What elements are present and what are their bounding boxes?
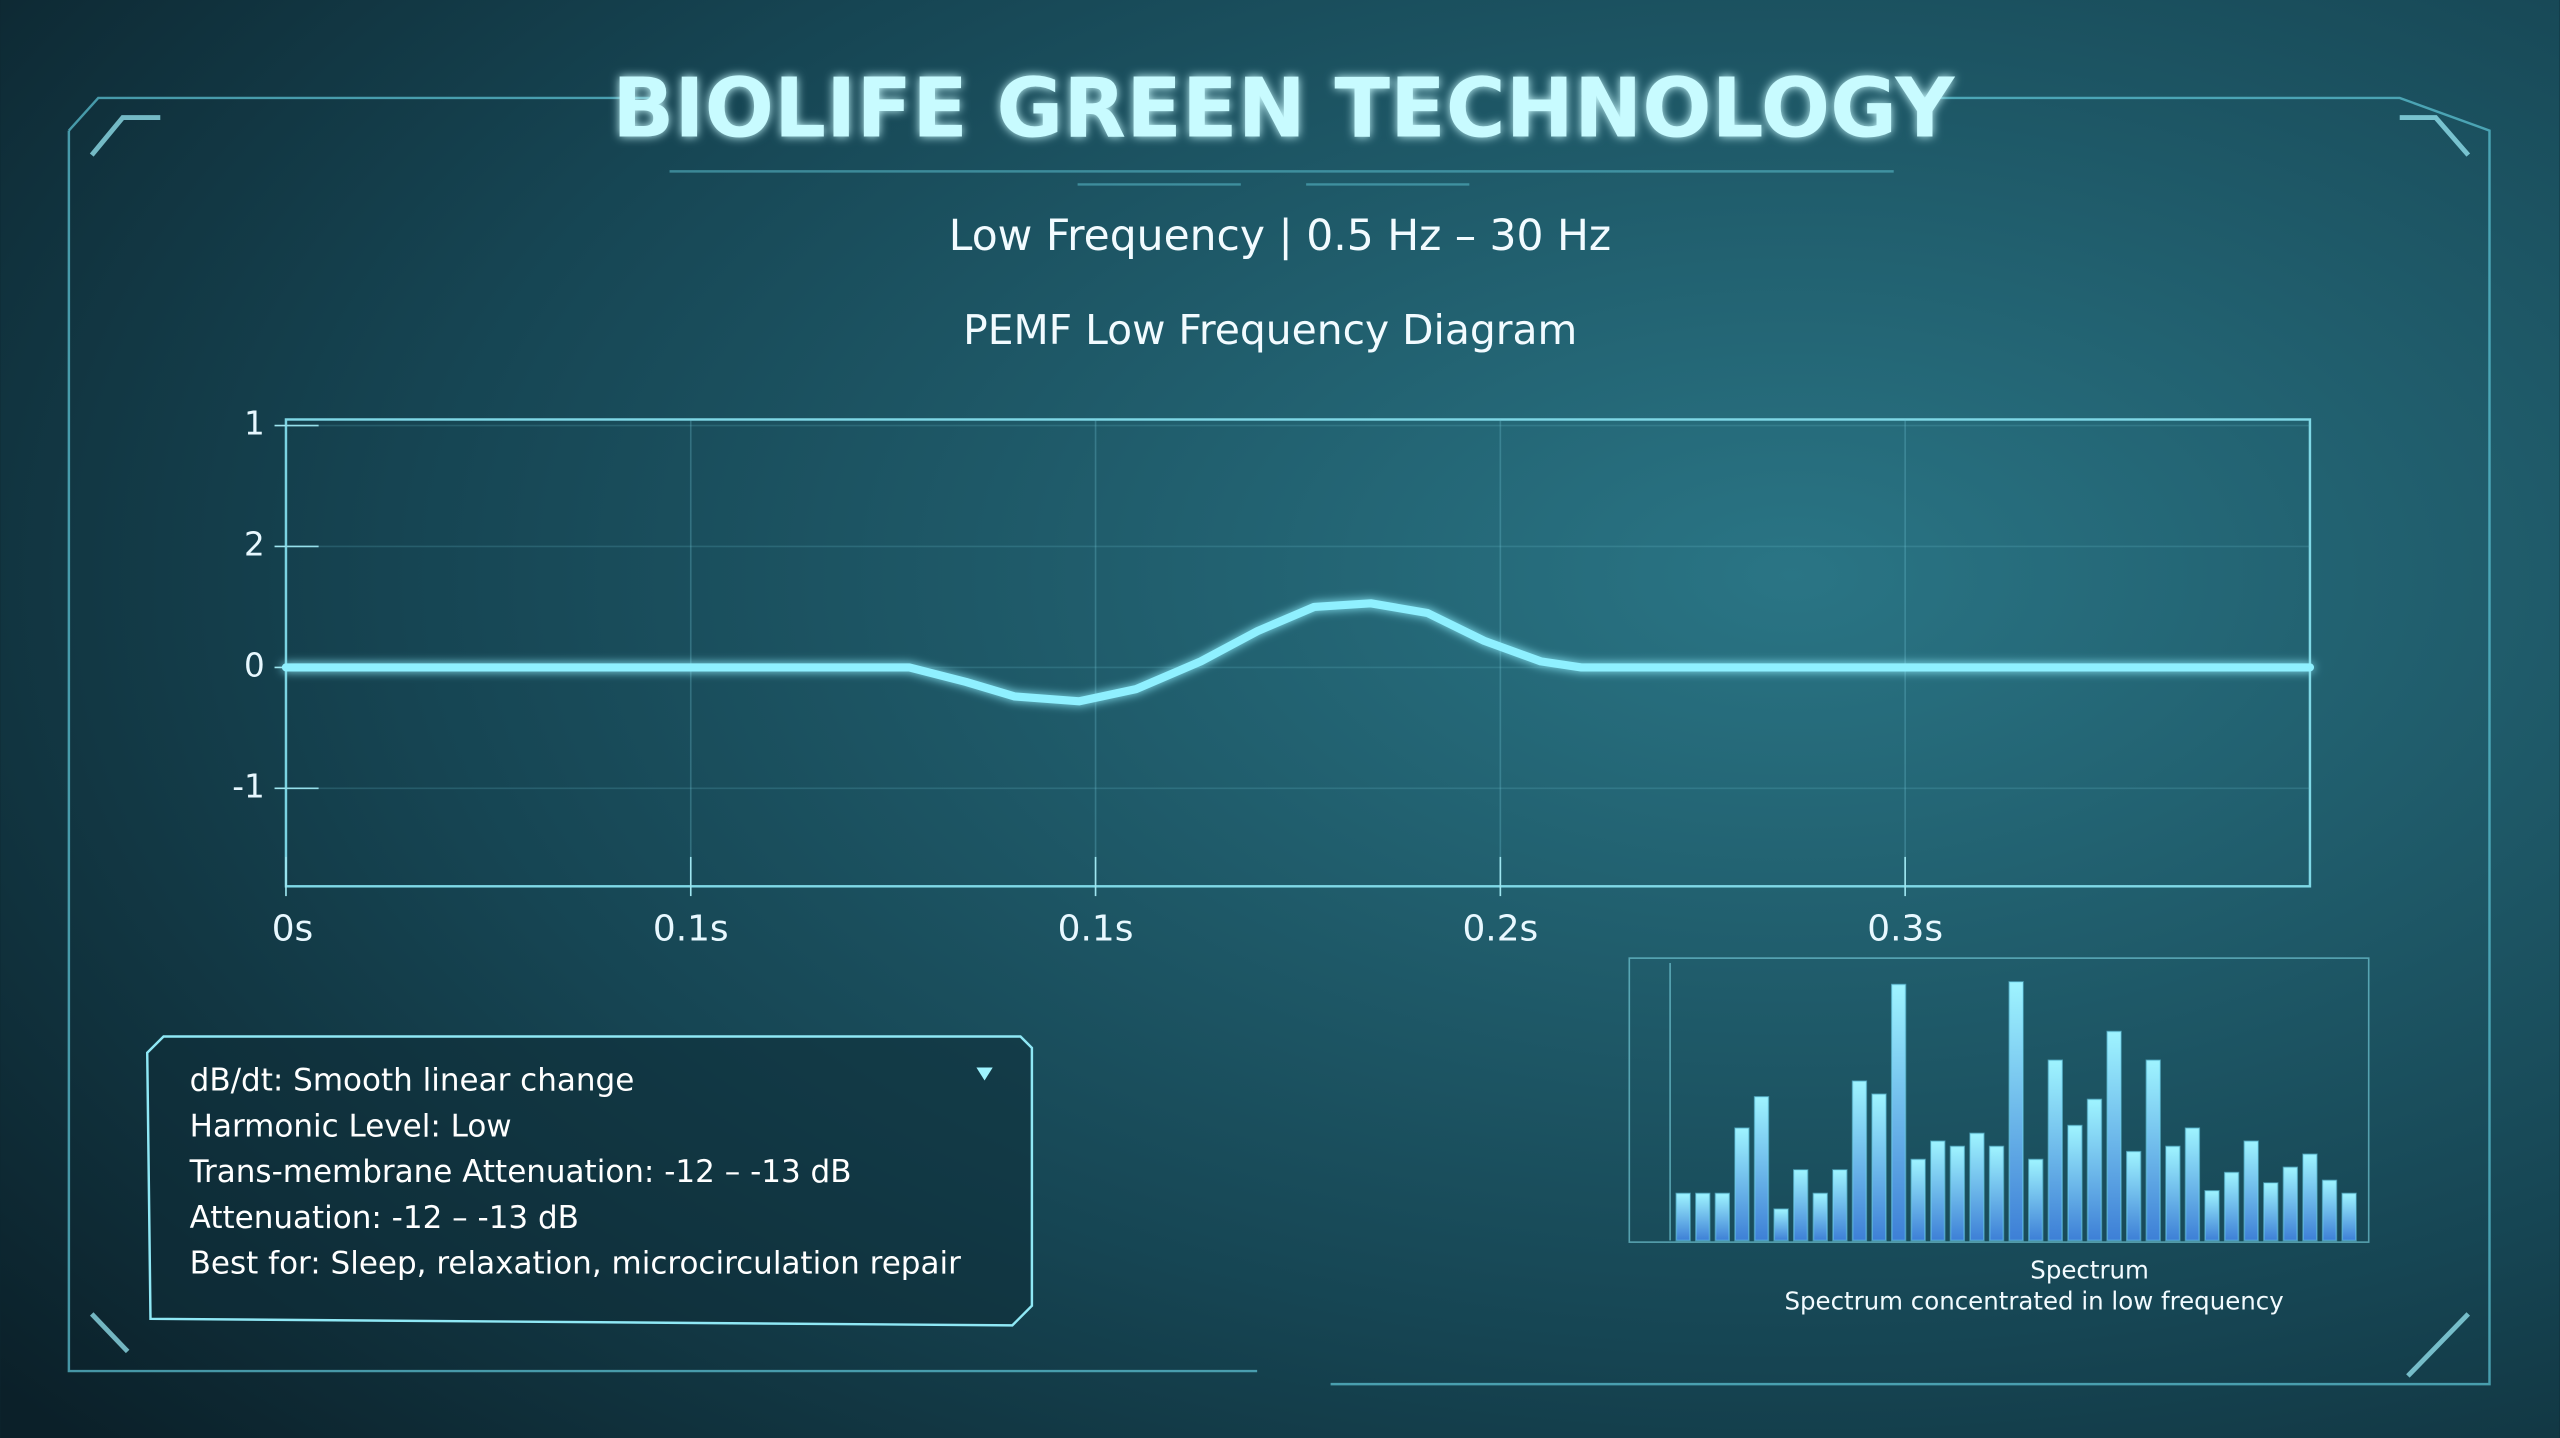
dropdown-arrow[interactable] xyxy=(976,1067,993,1081)
chart-title: PEMF Low Frequency Diagram xyxy=(963,306,1577,354)
y-tick-label: 2 xyxy=(244,525,265,563)
bar xyxy=(1793,1169,1809,1242)
subtitle: Low Frequency | 0.5 Hz – 30 Hz xyxy=(949,212,1611,261)
x-tick-label: 0.1s xyxy=(653,908,729,949)
bar xyxy=(1910,1158,1926,1242)
bar xyxy=(2125,1150,2142,1242)
bar xyxy=(2341,1192,2357,1242)
y-tick-label: 0 xyxy=(244,646,265,684)
bar xyxy=(2047,1059,2063,1242)
bar xyxy=(1832,1169,1848,1242)
y-tick-label: -1 xyxy=(232,767,265,805)
info-line: Trans-membrane Attenuation: -12 – -13 dB xyxy=(189,1154,852,1190)
bar xyxy=(1871,1093,1887,1242)
x-tick-label: 0.1s xyxy=(1058,908,1134,949)
bar xyxy=(1851,1080,1868,1242)
info-lines: dB/dt: Smooth linear change Harmonic Leve… xyxy=(189,1063,961,1282)
bar xyxy=(2145,1059,2161,1242)
bar xyxy=(1714,1192,1731,1242)
bar xyxy=(2243,1140,2259,1242)
bar xyxy=(2223,1171,2240,1242)
frame xyxy=(67,96,2491,1386)
bar xyxy=(2008,981,2024,1242)
bar xyxy=(2263,1182,2279,1242)
x-tick-label: 0.3s xyxy=(1867,908,1943,949)
spectrum-title: Spectrum xyxy=(2030,1256,2149,1285)
info-line: Harmonic Level: Low xyxy=(190,1108,512,1144)
bar xyxy=(1890,983,1907,1242)
bar xyxy=(2165,1145,2181,1242)
bar xyxy=(2282,1166,2299,1242)
bar xyxy=(2302,1153,2318,1242)
bar xyxy=(1753,1096,1770,1242)
bar xyxy=(1773,1208,1789,1242)
info-panel xyxy=(145,1035,1034,1327)
x-tick-label: 0.2s xyxy=(1462,908,1538,949)
bar xyxy=(2106,1030,2122,1242)
bar xyxy=(1734,1127,1750,1242)
waveform xyxy=(281,599,2315,706)
bar xyxy=(1675,1192,1691,1242)
bar xyxy=(1949,1145,1966,1242)
bar xyxy=(1988,1145,2005,1242)
bar xyxy=(1930,1140,1946,1242)
bar xyxy=(2086,1098,2103,1242)
bar xyxy=(1695,1192,1711,1242)
bar xyxy=(2028,1158,2044,1242)
bar xyxy=(2204,1190,2220,1242)
info-line: Attenuation: -12 – -13 dB xyxy=(190,1200,579,1236)
plot-frame xyxy=(284,418,2312,888)
title: BIOLIFE GREEN TECHNOLOGY xyxy=(612,62,1955,157)
bar xyxy=(2067,1124,2083,1242)
bar xyxy=(2321,1179,2338,1242)
spectrum-frame xyxy=(1628,957,2370,1243)
info-line: Best for: Sleep, relaxation, microcircul… xyxy=(190,1245,961,1281)
bar xyxy=(2184,1127,2201,1242)
bar xyxy=(1812,1192,1828,1242)
x-tick-label: 0s xyxy=(272,908,314,949)
spectrum-subtitle: Spectrum concentrated in low frequency xyxy=(1784,1287,2283,1316)
info-line: dB/dt: Smooth linear change xyxy=(190,1063,635,1099)
bar xyxy=(1969,1132,1985,1242)
y-tick-label: 1 xyxy=(244,405,265,443)
